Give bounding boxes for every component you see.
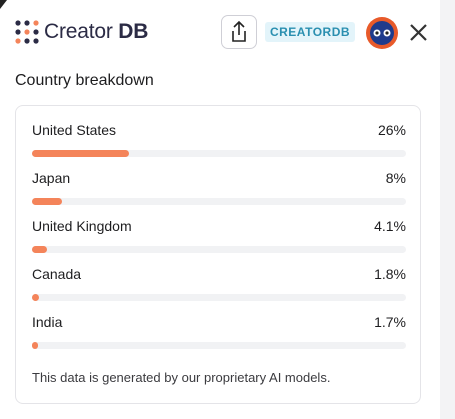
bar bbox=[32, 198, 62, 205]
bar bbox=[32, 246, 48, 253]
logo-text: Creator DB bbox=[44, 20, 148, 44]
card bbox=[15, 105, 421, 404]
logo-icon bbox=[15, 20, 39, 44]
bar-track bbox=[32, 294, 406, 301]
note: This data is generated by our proprietar… bbox=[32, 370, 331, 385]
close-button[interactable] bbox=[409, 23, 428, 42]
country-share: 4.1% bbox=[374, 218, 406, 234]
logo-word: Creator bbox=[44, 20, 113, 43]
logo-word: DB bbox=[118, 20, 149, 43]
badge[interactable]: CREATORDB bbox=[265, 22, 355, 42]
share-icon bbox=[232, 20, 246, 42]
bar bbox=[32, 294, 39, 301]
bar-track bbox=[32, 150, 406, 157]
country-name: United States bbox=[32, 122, 117, 138]
corner-mark bbox=[0, 0, 7, 9]
bar-track bbox=[32, 198, 406, 205]
country-share: 1.8% bbox=[374, 266, 406, 282]
share-button[interactable] bbox=[221, 15, 257, 49]
avatar[interactable] bbox=[365, 16, 399, 50]
section-title: Country breakdown bbox=[15, 72, 154, 89]
panel: Creator DB CREATORDB Country breakdown U… bbox=[0, 0, 440, 419]
country-share: 26% bbox=[377, 122, 406, 138]
country-name: India bbox=[32, 314, 63, 330]
bar bbox=[32, 342, 39, 349]
country-share: 1.7% bbox=[374, 314, 406, 330]
country-name: Canada bbox=[32, 266, 82, 282]
bar bbox=[32, 150, 130, 157]
bar-track bbox=[32, 246, 406, 253]
country-name: United Kingdom bbox=[32, 218, 132, 234]
country-name: Japan bbox=[32, 170, 71, 186]
bar-track bbox=[32, 342, 406, 349]
country-share: 8% bbox=[385, 170, 406, 186]
